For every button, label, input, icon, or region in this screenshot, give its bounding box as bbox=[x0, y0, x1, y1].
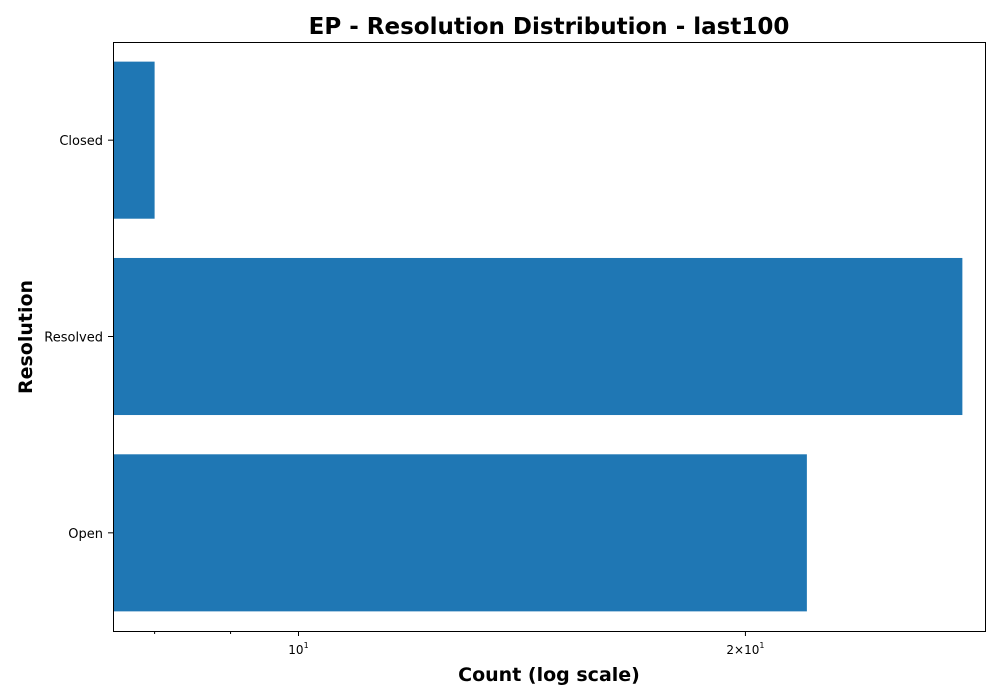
y-axis-ticks: Closed Resolved Open bbox=[44, 134, 113, 542]
x-axis-ticks: 101 2×101 bbox=[154, 631, 764, 657]
x-tick-label: 101 bbox=[288, 641, 308, 657]
y-axis-label: Resolution bbox=[15, 280, 37, 394]
x-axis-label: Count (log scale) bbox=[458, 664, 640, 686]
bar-open bbox=[113, 454, 807, 612]
plot-frame bbox=[113, 42, 986, 632]
y-tick-label-closed: Closed bbox=[59, 134, 103, 149]
bars-group bbox=[113, 61, 963, 612]
chart-title: EP - Resolution Distribution - last100 bbox=[309, 14, 790, 40]
y-tick-label-open: Open bbox=[68, 527, 103, 542]
bar-resolved bbox=[113, 257, 963, 416]
y-tick-label-resolved: Resolved bbox=[44, 331, 103, 346]
x-tick-label: 2×101 bbox=[726, 641, 764, 657]
bar-closed bbox=[113, 61, 155, 219]
